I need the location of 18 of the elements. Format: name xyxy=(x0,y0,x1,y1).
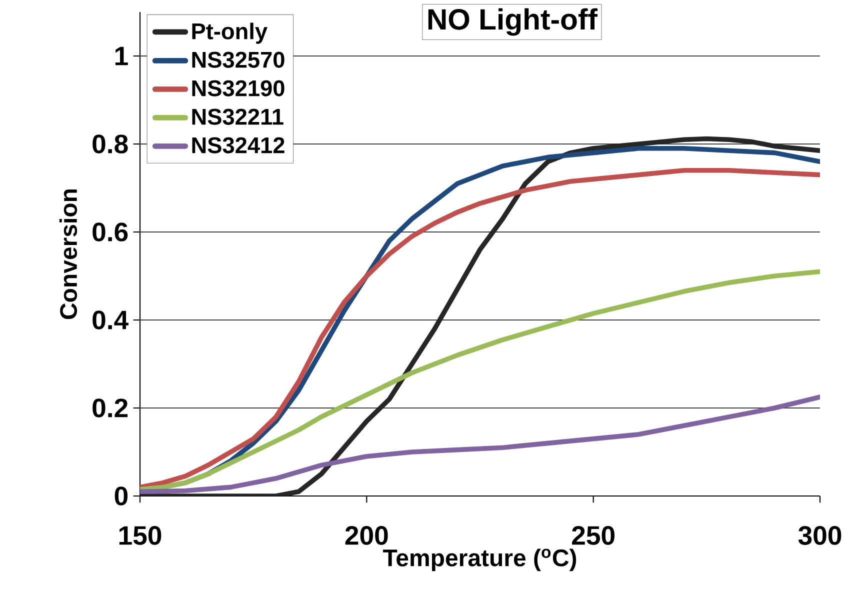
legend-label: Pt-only xyxy=(192,22,268,44)
legend-label: NS32412 xyxy=(192,137,284,154)
x-tick-label: 250 xyxy=(572,526,614,545)
y-tick-label: 0.6 xyxy=(92,222,128,242)
y-tick-label: 0.4 xyxy=(92,310,128,330)
x-tick-label: 150 xyxy=(119,526,162,545)
y-tick-label: 0.2 xyxy=(92,398,128,418)
legend-label: NS32570 xyxy=(192,52,284,68)
legend-label: NS32190 xyxy=(192,80,284,96)
x-tick-label: 300 xyxy=(798,526,842,545)
legend-label: NS32211 xyxy=(192,108,284,125)
y-tick-label: 0.8 xyxy=(92,134,128,154)
x-tick-label: 200 xyxy=(345,526,388,545)
y-tick-label: 0 xyxy=(114,486,128,506)
x-axis-title: Temperature ($^{o}$C) xyxy=(383,548,576,572)
y-axis-title: Conversion xyxy=(59,189,78,320)
y-tick-label: 1 xyxy=(115,46,128,66)
chart-title: NO Light-off xyxy=(428,8,598,36)
